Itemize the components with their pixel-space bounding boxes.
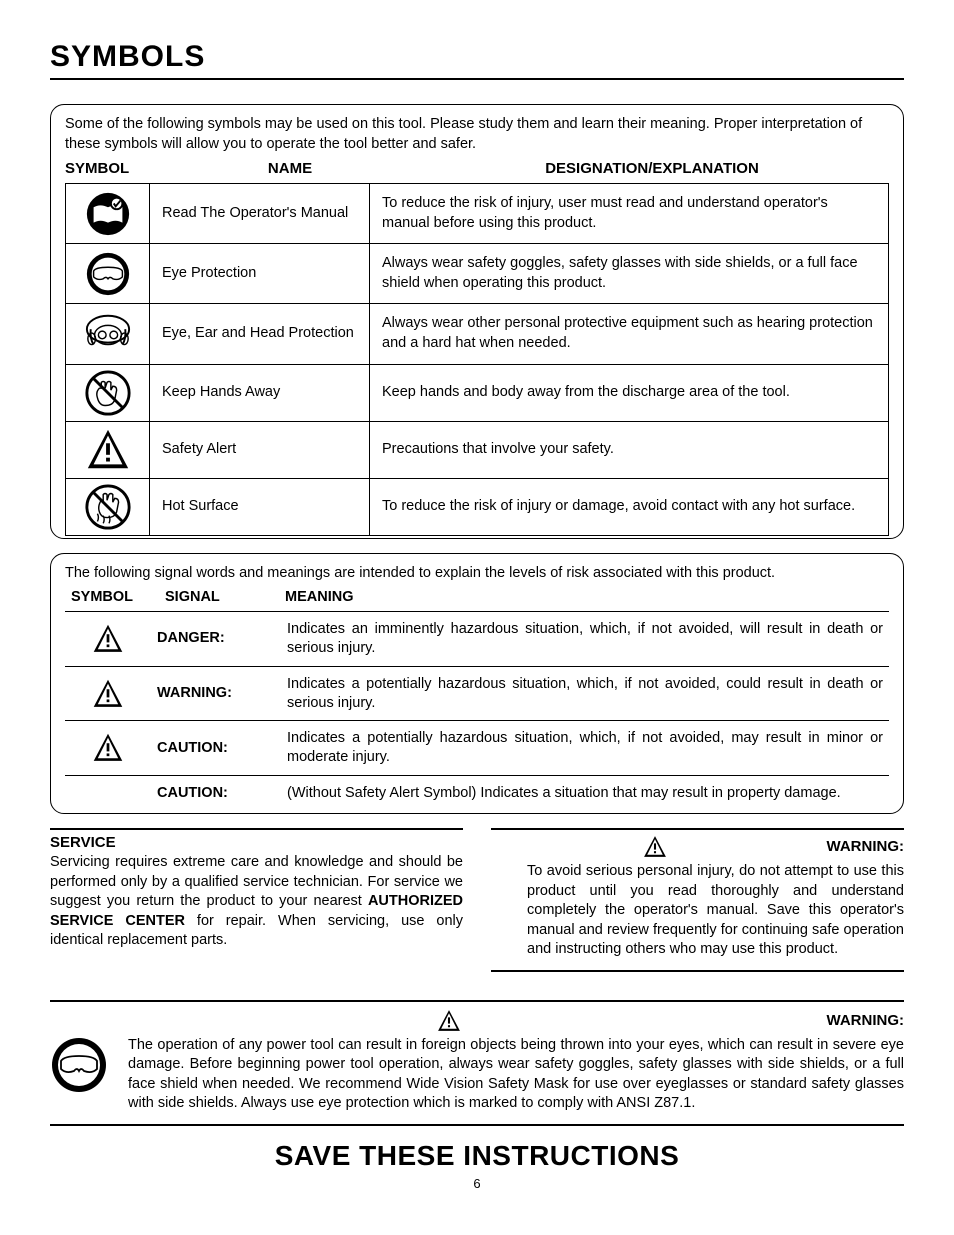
table2-headers: SYMBOL SIGNAL MEANING: [71, 589, 889, 605]
desc-cell: Always wear safety goggles, safety glass…: [370, 244, 889, 304]
table-row: Read The Operator's ManualTo reduce the …: [66, 184, 889, 244]
table-row: Eye ProtectionAlways wear safety goggles…: [66, 244, 889, 304]
alert-icon: [84, 426, 132, 474]
signal-icon-cell: [65, 612, 151, 667]
warning-label: WARNING:: [827, 838, 905, 855]
table-row: WARNING:Indicates a potentially hazardou…: [65, 666, 889, 721]
header2-meaning: MEANING: [285, 589, 889, 605]
warning-full-head: WARNING:: [80, 1008, 904, 1034]
symbol-cell: [66, 478, 150, 535]
table-row: Eye, Ear and Head ProtectionAlways wear …: [66, 304, 889, 364]
desc-cell: Precautions that involve your safety.: [370, 421, 889, 478]
desc-cell: To reduce the risk of injury or damage, …: [370, 478, 889, 535]
header2-signal: SIGNAL: [165, 589, 285, 605]
table-row: CAUTION:Indicates a potentially hazardou…: [65, 721, 889, 776]
eye-ear-head-icon: [84, 310, 132, 358]
alert-icon: [91, 731, 125, 765]
name-cell: Eye, Ear and Head Protection: [150, 304, 370, 364]
signal-name-cell: CAUTION:: [151, 721, 281, 776]
table-row: CAUTION:(Without Safety Alert Symbol) In…: [65, 776, 889, 811]
name-cell: Safety Alert: [150, 421, 370, 478]
symbol-cell: [66, 364, 150, 421]
name-cell: Eye Protection: [150, 244, 370, 304]
signal-name-cell: CAUTION:: [151, 776, 281, 811]
warning-small-head: WARNING:: [491, 834, 904, 860]
desc-cell: To reduce the risk of injury, user must …: [370, 184, 889, 244]
signal-icon-cell: [65, 721, 151, 776]
table-row: Hot SurfaceTo reduce the risk of injury …: [66, 478, 889, 535]
header-desig: DESIGNATION/EXPLANATION: [415, 160, 889, 177]
name-cell: Hot Surface: [150, 478, 370, 535]
alert-icon: [642, 834, 668, 860]
symbol-cell: [66, 184, 150, 244]
table-row: Safety AlertPrecautions that involve you…: [66, 421, 889, 478]
goggles-icon: [84, 250, 132, 298]
symbol-cell: [66, 304, 150, 364]
name-cell: Keep Hands Away: [150, 364, 370, 421]
header-name: NAME: [165, 160, 415, 177]
service-heading: SERVICE: [50, 828, 463, 851]
signal-name-cell: DANGER:: [151, 612, 281, 667]
service-body: Servicing requires extreme care and know…: [50, 853, 463, 951]
signal-icon-cell: [65, 666, 151, 721]
warning-full-label: WARNING:: [827, 1012, 905, 1029]
alert-icon: [436, 1008, 462, 1034]
signal-meaning-cell: Indicates a potentially hazardous situat…: [281, 721, 889, 776]
warning-full: WARNING: The operation of any power tool…: [50, 1000, 904, 1126]
signal-meaning-cell: Indicates an imminently hazardous situat…: [281, 612, 889, 667]
save-instructions: SAVE THESE INSTRUCTIONS: [50, 1140, 904, 1172]
hands-away-icon: [84, 369, 132, 417]
desc-cell: Keep hands and body away from the discha…: [370, 364, 889, 421]
symbol-cell: [66, 244, 150, 304]
manual-icon: [84, 190, 132, 238]
page-title: SYMBOLS: [50, 40, 904, 80]
table-row: DANGER:Indicates an imminently hazardous…: [65, 612, 889, 667]
table1-headers: SYMBOL NAME DESIGNATION/EXPLANATION: [65, 160, 889, 177]
signal-icon-cell: [65, 776, 151, 811]
signal-meaning-cell: (Without Safety Alert Symbol) Indicates …: [281, 776, 889, 811]
signal-meaning-cell: Indicates a potentially hazardous situat…: [281, 666, 889, 721]
goggles-large-icon: [50, 1036, 108, 1094]
symbols-box: Some of the following symbols may be use…: [50, 104, 904, 539]
header-symbol: SYMBOL: [65, 160, 165, 177]
table-row: Keep Hands AwayKeep hands and body away …: [66, 364, 889, 421]
signals-box: The following signal words and meanings …: [50, 553, 904, 814]
page-number: 6: [50, 1176, 904, 1191]
name-cell: Read The Operator's Manual: [150, 184, 370, 244]
desc-cell: Always wear other personal protective eq…: [370, 304, 889, 364]
header2-symbol: SYMBOL: [71, 589, 165, 605]
alert-icon: [91, 622, 125, 656]
warning-full-body: The operation of any power tool can resu…: [122, 1036, 904, 1114]
alert-icon: [91, 677, 125, 711]
warning-small-body: To avoid serious personal injury, do not…: [491, 862, 904, 960]
hot-surface-icon: [84, 483, 132, 531]
signal-name-cell: WARNING:: [151, 666, 281, 721]
symbols-table: Read The Operator's ManualTo reduce the …: [65, 183, 889, 535]
intro2-text: The following signal words and meanings …: [65, 564, 889, 584]
signals-table: DANGER:Indicates an imminently hazardous…: [65, 611, 889, 811]
intro-text: Some of the following symbols may be use…: [65, 115, 889, 154]
symbol-cell: [66, 421, 150, 478]
